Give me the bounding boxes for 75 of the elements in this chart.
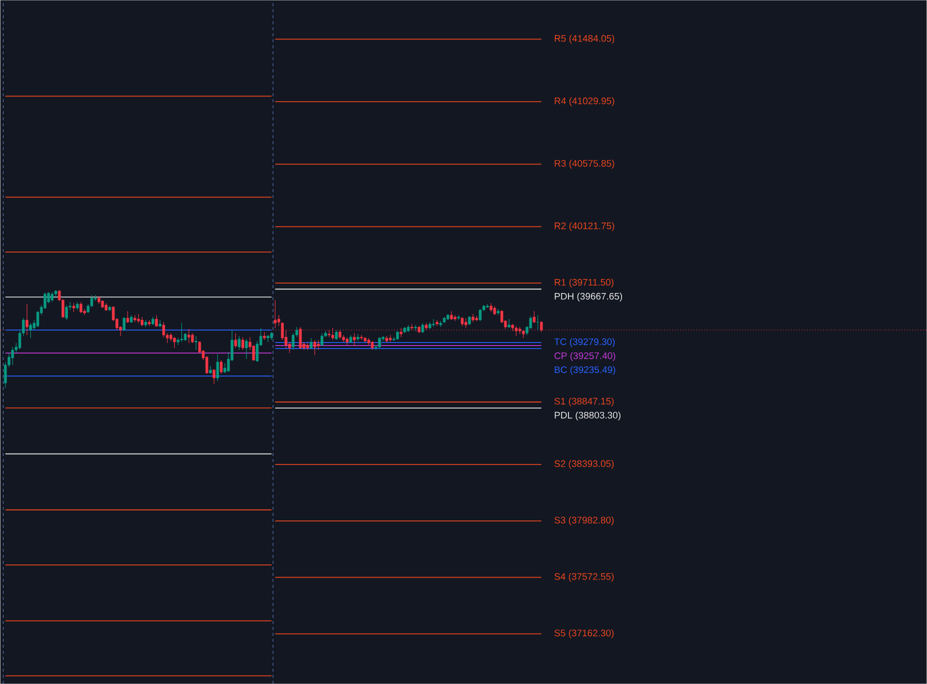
candlestick [352, 332, 356, 346]
candlestick [478, 308, 482, 322]
candlestick [292, 332, 295, 350]
candlestick [212, 368, 216, 384]
y-tick-label: (41484.05) [569, 34, 614, 44]
candlestick [155, 314, 158, 328]
candlestick [245, 338, 248, 360]
series-label: PDH (39667.65) [554, 292, 622, 302]
candlestick [180, 322, 184, 342]
candlestick [238, 336, 241, 350]
candlestick [194, 336, 198, 350]
candlestick [508, 318, 510, 328]
candlestick [316, 340, 320, 350]
candlestick [122, 316, 126, 332]
series-label: S4 [554, 573, 566, 580]
y-tick-label: (37162.30) [568, 629, 614, 638]
candlestick [320, 332, 324, 346]
candlestick [26, 304, 28, 336]
candlestick [241, 336, 244, 350]
series-label: S3 [554, 516, 566, 524]
series-label: TC [554, 338, 566, 346]
candlestick [191, 332, 194, 344]
candlestick [126, 310, 130, 324]
series-label: PDL (38803.30) [554, 412, 620, 420]
series-label: R3 [554, 160, 566, 167]
candlestick [421, 322, 424, 334]
candlestick [432, 318, 435, 328]
candlestick [378, 336, 381, 350]
candlestick [50, 292, 54, 302]
candlestick [220, 360, 223, 374]
series-label: R1 [554, 278, 566, 286]
candlestick [414, 324, 417, 332]
candlestick [532, 310, 536, 324]
y-tick-label: (39279.30) [570, 338, 615, 347]
candlestick [274, 300, 277, 328]
candlestick [310, 338, 313, 350]
candlestick [464, 318, 468, 328]
series-label: S5 [554, 630, 566, 636]
y-tick-label: (39711.50) [569, 278, 614, 288]
candlestick [65, 304, 68, 320]
candlestick [80, 302, 82, 314]
series-label: R4 [554, 98, 566, 104]
candlestick [176, 338, 180, 346]
candlestick [356, 334, 360, 342]
candlestick [266, 334, 270, 342]
candlestick [11, 346, 14, 366]
candlestick [493, 306, 496, 316]
candlestick [216, 354, 220, 382]
candlestick [173, 336, 176, 348]
candlestick [44, 292, 46, 310]
candlestick [436, 320, 438, 326]
series-label: R5 [554, 35, 566, 42]
candlestick [360, 334, 363, 340]
series-label: S1 [554, 398, 566, 405]
y-tick-label: (38393.05) [568, 460, 614, 469]
candlestick [137, 314, 140, 324]
candlestick [29, 322, 32, 338]
series-label: S2 [554, 460, 566, 467]
candlestick [158, 320, 162, 328]
candlestick [234, 332, 237, 348]
candlestick [334, 330, 338, 340]
candlestick [460, 316, 464, 326]
y-tick-label: (37982.80) [568, 516, 614, 526]
y-tick-label: (37572.55) [568, 572, 614, 582]
series-label: R2 [554, 222, 566, 230]
y-tick-label: (38847.15) [568, 398, 614, 406]
y-tick-label: (40121.75) [569, 222, 614, 232]
candlestick [313, 340, 316, 356]
series-label: CP (39257.40) [554, 352, 616, 361]
text: BC (39235.49) [554, 366, 616, 375]
candlestick [162, 322, 166, 338]
y-tick-label: (40575.85) [569, 160, 614, 169]
candlestick [187, 328, 190, 344]
candlestick [140, 316, 144, 326]
y-tick-label: (41029.95) [569, 97, 614, 106]
